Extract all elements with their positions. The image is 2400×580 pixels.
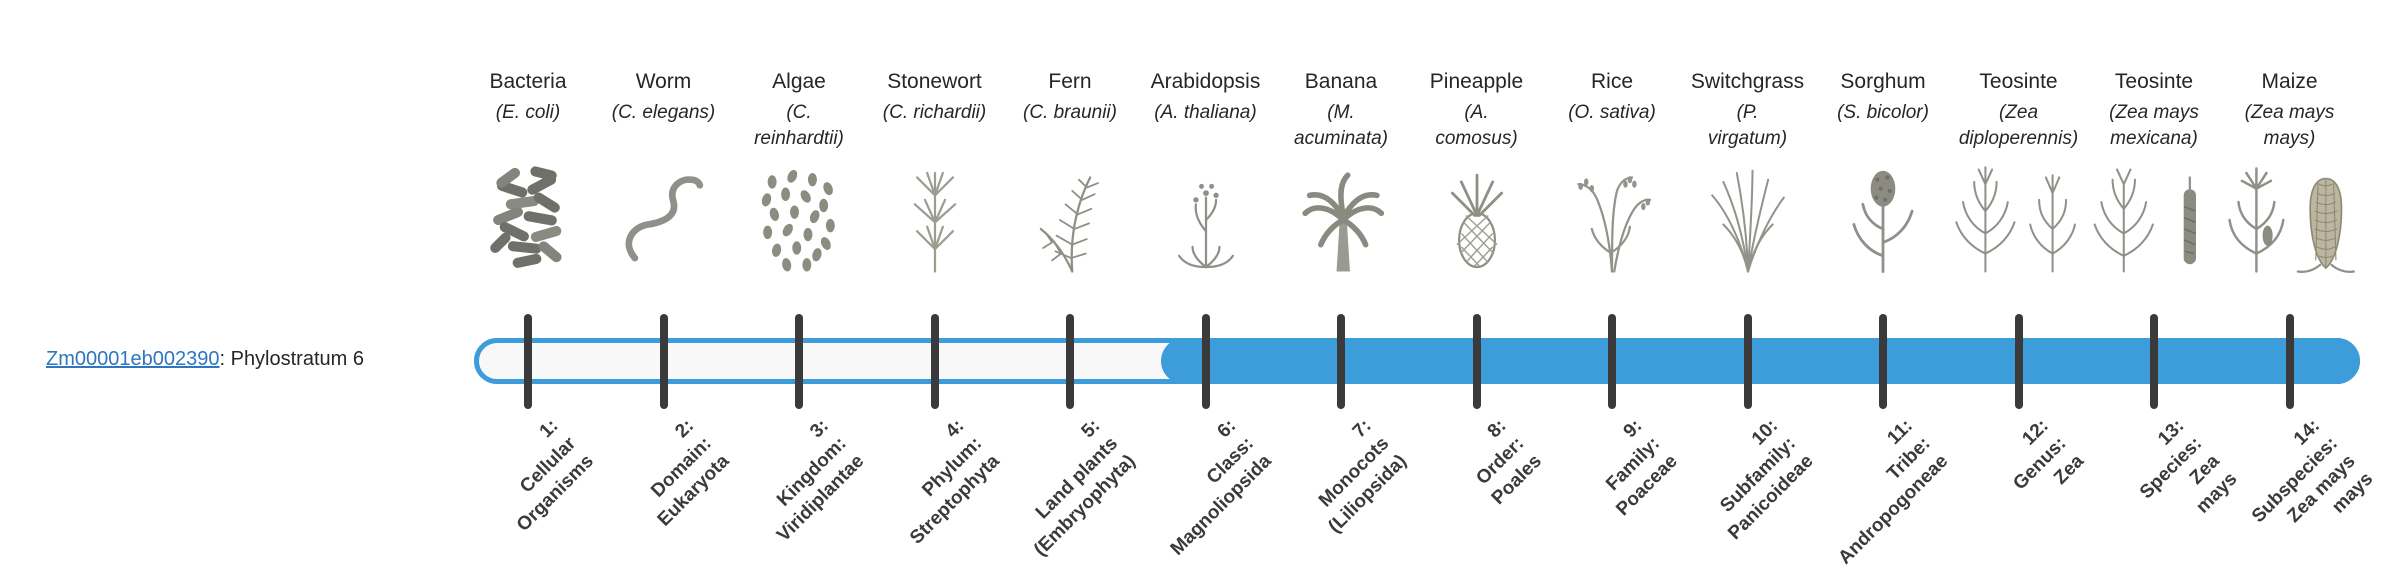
phylostratum-label: 9: Family: Poaceae bbox=[1602, 415, 1682, 521]
organism-scientific-name: (S. bicolor) bbox=[1837, 102, 1929, 123]
phylostratum-tick bbox=[1608, 314, 1616, 409]
banana-icon bbox=[1296, 158, 1386, 276]
organism-common-name: Banana bbox=[1304, 70, 1378, 93]
phylostratum-label: 4: Phylum: Streptophyta bbox=[906, 415, 1005, 549]
phylostratum-tick bbox=[524, 314, 532, 409]
phylostratum-tick bbox=[1066, 314, 1074, 409]
organism-column: Teosinte (Zea diploperennis) bbox=[1939, 70, 2099, 276]
organism-column: Banana (M. acuminata) bbox=[1261, 70, 1421, 276]
organism-common-name: Pineapple bbox=[1429, 70, 1524, 93]
phylostratum-label: 1: Cellular Organisms bbox=[512, 415, 598, 536]
organism-column: Fern (C. braunii) bbox=[990, 70, 1150, 276]
phylostratum-tick bbox=[795, 314, 803, 409]
phylostratum-label: 12: Genus: Zea bbox=[2009, 415, 2089, 495]
phylostratum-tick bbox=[2150, 314, 2158, 409]
organism-column: Maize (Zea mays mays) bbox=[2210, 70, 2370, 276]
organism-column: Switchgrass (P. virgatum) bbox=[1668, 70, 1828, 276]
gene-label: Zm00001eb002390: Phylostratum 6 bbox=[46, 348, 364, 371]
gene-phylostratum-text: : Phylostratum 6 bbox=[219, 348, 364, 370]
organism-column: Arabidopsis (A. thaliana) bbox=[1126, 70, 1286, 276]
organism-column: Teosinte (Zea mays mexicana) bbox=[2074, 70, 2234, 276]
organism-scientific-name: (A. thaliana) bbox=[1154, 102, 1257, 123]
phylostratum-tick bbox=[1201, 314, 1210, 409]
phylostratum-tick bbox=[659, 314, 668, 409]
organism-common-name: Worm bbox=[635, 70, 692, 93]
organism-common-name: Fern bbox=[1048, 70, 1092, 93]
switchgrass-icon bbox=[1703, 158, 1793, 276]
phylostratum-label: 3: Kingdom: Viridiplantae bbox=[773, 415, 869, 547]
organism-scientific-name: (C. braunii) bbox=[1023, 102, 1117, 123]
phylostratum-label: 11: Tribe: Andropogoneae bbox=[1834, 415, 1953, 569]
organism-scientific-name: (C. elegans) bbox=[611, 102, 716, 123]
organism-column: Stonewort (C. richardii) bbox=[855, 70, 1015, 276]
bacteria-icon bbox=[483, 158, 573, 276]
phylostratum-tick bbox=[1743, 314, 1752, 409]
organism-column: Worm (C. elegans) bbox=[584, 70, 744, 276]
organism-column: Algae (C. reinhardtii) bbox=[719, 70, 879, 276]
pineapple-icon bbox=[1432, 158, 1522, 276]
phylostratum-tick bbox=[2014, 314, 2023, 409]
organism-scientific-name: (C. reinhardtii) bbox=[754, 102, 844, 149]
phylostratum-tick bbox=[1472, 314, 1481, 409]
organism-column: Sorghum (S. bicolor) bbox=[1803, 70, 1963, 276]
maize-icon bbox=[2217, 158, 2363, 276]
organism-common-name: Rice bbox=[1590, 70, 1633, 93]
organism-common-name: Switchgrass bbox=[1690, 70, 1805, 93]
stonewort-icon bbox=[890, 158, 980, 276]
phylostratum-label: 10: Subfamily: Panicoideae bbox=[1715, 415, 1818, 545]
teosinte-mexicana-icon bbox=[2081, 158, 2227, 276]
organism-common-name: Teosinte bbox=[1979, 70, 2058, 93]
organism-common-name: Sorghum bbox=[1840, 70, 1926, 93]
fern-icon bbox=[1025, 158, 1115, 276]
phylostratum-label: 7: Monocots (Liliopsida) bbox=[1314, 415, 1411, 538]
organism-column: Pineapple (A. comosus) bbox=[1397, 70, 1557, 276]
organism-scientific-name: (C. richardii) bbox=[882, 102, 987, 123]
phylostratum-label: 13: Species: Zea mays bbox=[2135, 415, 2242, 518]
organism-scientific-name: (O. sativa) bbox=[1568, 102, 1656, 123]
organism-column: Rice (O. sativa) bbox=[1532, 70, 1692, 276]
rice-icon bbox=[1567, 158, 1657, 276]
gene-id-link[interactable]: Zm00001eb002390 bbox=[46, 348, 220, 370]
organism-common-name: Algae bbox=[772, 70, 826, 93]
organism-scientific-name: (Zea mays mays) bbox=[2244, 102, 2335, 149]
phylostratum-label: 2: Domain: Eukaryota bbox=[646, 415, 734, 531]
phylostratum-tick bbox=[1879, 314, 1887, 409]
organism-scientific-name: (A. comosus) bbox=[1435, 102, 1518, 149]
organism-scientific-name: (Zea mays mexicana) bbox=[2109, 102, 2199, 149]
phylostratum-label: 14: Subspecies: Zea mays mays bbox=[2247, 415, 2377, 528]
teosinte-diploperennis-icon bbox=[1946, 158, 2092, 276]
arabidopsis-icon bbox=[1161, 158, 1251, 276]
organism-scientific-name: (E. coli) bbox=[495, 102, 561, 123]
organism-scientific-name: (P. virgatum) bbox=[1707, 102, 1788, 149]
organism-scientific-name: (M. acuminata) bbox=[1294, 102, 1388, 149]
phylostratum-label: 8: Order: Poales bbox=[1472, 415, 1547, 510]
organism-common-name: Stonewort bbox=[887, 70, 982, 93]
organism-common-name: Arabidopsis bbox=[1150, 70, 1261, 93]
phylostratum-tick bbox=[2285, 314, 2294, 409]
sorghum-icon bbox=[1838, 158, 1928, 276]
worm-icon bbox=[619, 158, 709, 276]
phylostrata-fill bbox=[1160, 338, 2360, 384]
phylostratum-tick bbox=[930, 314, 939, 409]
phylostratum-label: 5: Land plants (Embryophyta) bbox=[1030, 415, 1140, 561]
algae-icon bbox=[754, 158, 844, 276]
organism-common-name: Maize bbox=[2261, 70, 2318, 93]
organism-common-name: Bacteria bbox=[489, 70, 567, 93]
organism-column: Bacteria (E. coli) bbox=[448, 70, 608, 276]
phylostratum-tick bbox=[1337, 314, 1345, 409]
organism-common-name: Teosinte bbox=[2114, 70, 2194, 93]
organism-scientific-name: (Zea diploperennis) bbox=[1958, 102, 2079, 149]
phylostratum-label: 6: Class: Magnoliopsida bbox=[1166, 415, 1276, 560]
